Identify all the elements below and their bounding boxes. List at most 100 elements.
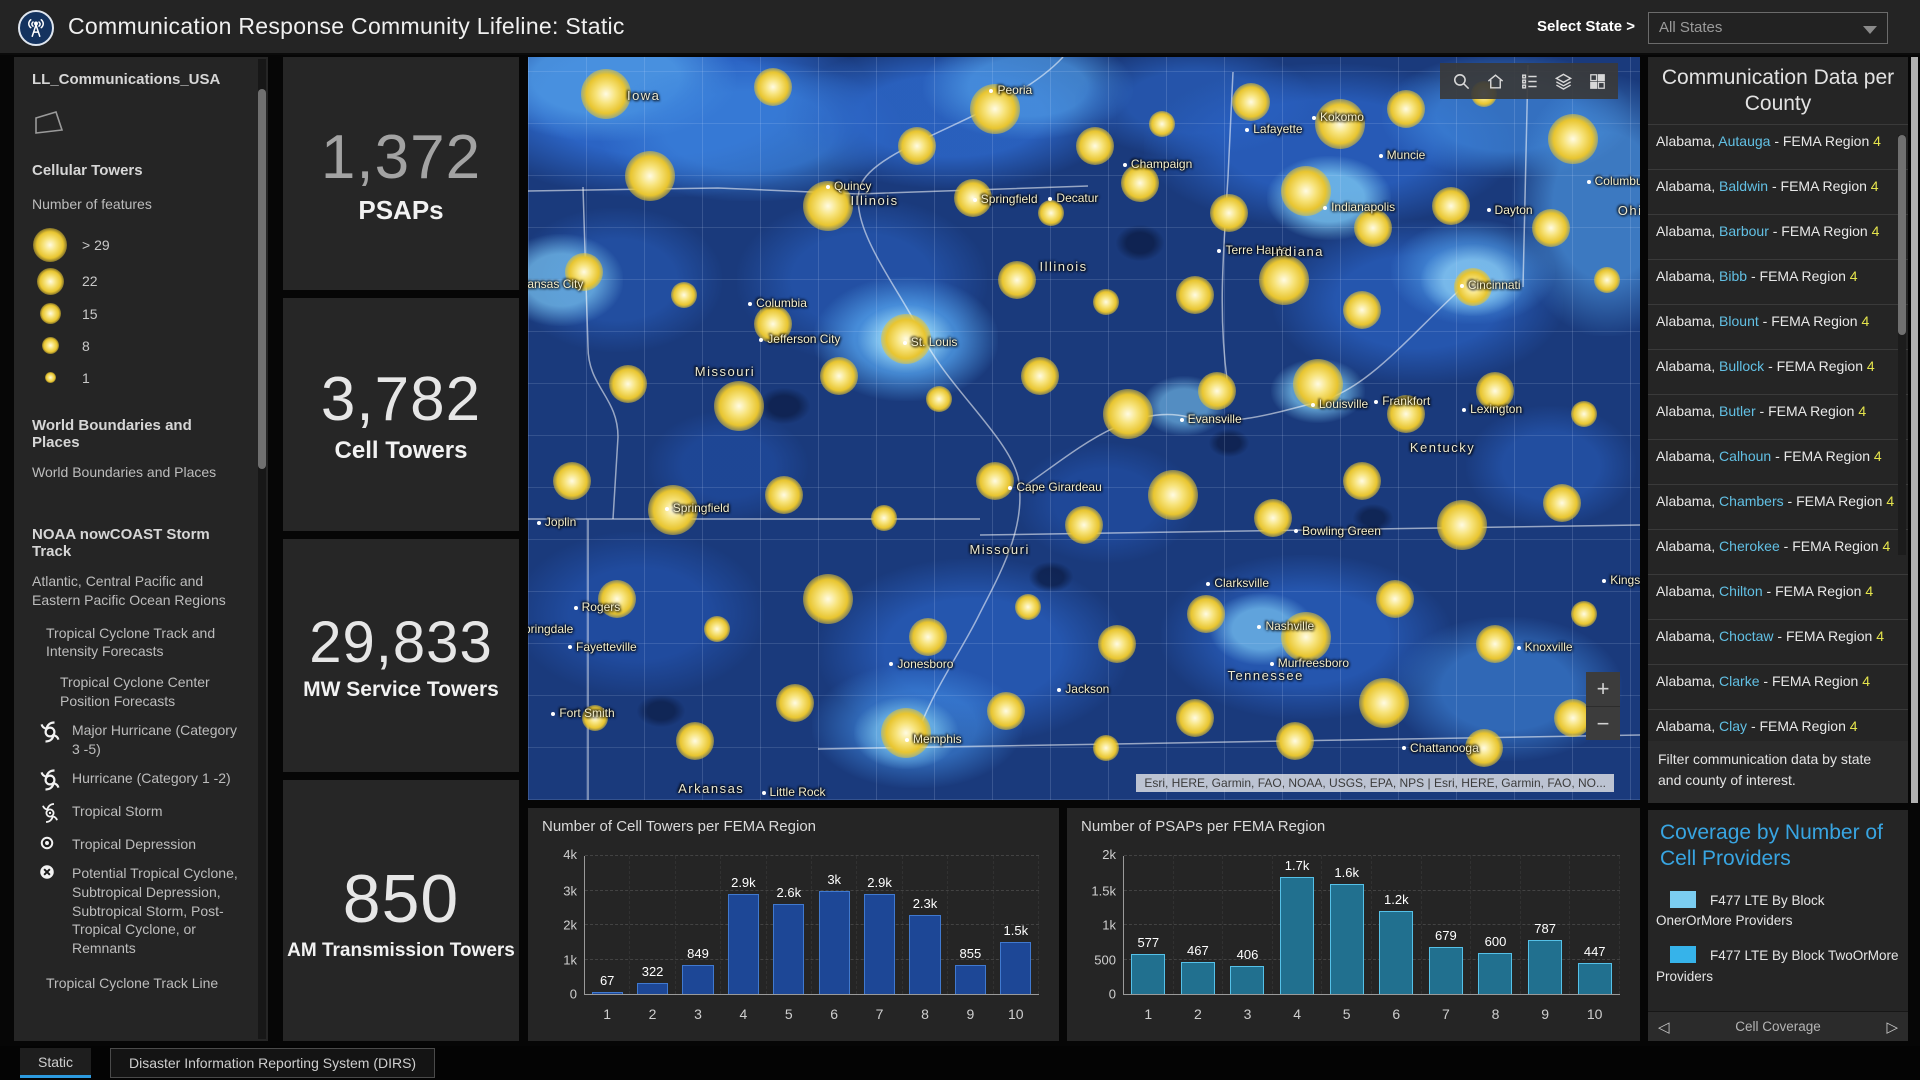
county-name: Chilton — [1719, 582, 1763, 599]
bar[interactable] — [1577, 963, 1612, 994]
bar-slot: 787 9 — [1521, 856, 1571, 1022]
city-label: Champaign — [1122, 157, 1192, 171]
county-name: Cherokee — [1719, 537, 1780, 554]
home-icon[interactable] — [1480, 66, 1510, 96]
bar[interactable] — [1528, 939, 1563, 994]
city-label: Indianapolis — [1323, 200, 1395, 214]
bar-value-label: 2.9k — [867, 874, 892, 890]
bar-value-label: 67 — [599, 972, 615, 988]
bar[interactable] — [591, 991, 623, 994]
legend-icon[interactable] — [1514, 66, 1544, 96]
county-list-panel: Communication Data per County Alabama, A… — [1648, 57, 1908, 803]
x-axis-tick-label: 2 — [1193, 1006, 1202, 1022]
fema-region-number: 4 — [1858, 402, 1867, 419]
tab-dirs[interactable]: Disaster Information Reporting System (D… — [110, 1048, 436, 1078]
city-dot — [904, 738, 909, 743]
size-class-row: 22 — [32, 267, 242, 295]
bar[interactable] — [1428, 947, 1463, 994]
county-row[interactable]: Alabama, Choctaw - FEMA Region 4 — [1648, 618, 1908, 664]
county-row[interactable]: Alabama, Bibb - FEMA Region 4 — [1648, 258, 1908, 304]
bar[interactable] — [727, 893, 759, 994]
county-scrollbar[interactable] — [1898, 135, 1906, 555]
county-row[interactable]: Alabama, Clarke - FEMA Region 4 — [1648, 663, 1908, 709]
bar[interactable] — [637, 982, 669, 994]
chart-title: Number of PSAPs per FEMA Region — [1081, 818, 1326, 835]
prev-arrow-icon[interactable]: ◁ — [1658, 1018, 1670, 1036]
psaps-chart: Number of PSAPs per FEMA Region 0 500 1k 1.… — [1067, 808, 1640, 1041]
bar-slot: 3k 6 — [812, 856, 858, 1022]
state-dropdown[interactable]: All States — [1648, 12, 1888, 44]
layer-title: LL_Communications_USA — [32, 71, 221, 88]
county-row[interactable]: Alabama, Chambers - FEMA Region 4 — [1648, 483, 1908, 529]
county-name: Barbour — [1719, 222, 1769, 239]
size-class-label: 1 — [82, 369, 90, 386]
zoom-out-button[interactable]: − — [1586, 706, 1620, 740]
city-label: Clarksville — [1206, 576, 1269, 590]
zoom-in-button[interactable]: + — [1596, 676, 1610, 701]
city-dot — [826, 184, 831, 189]
bar[interactable] — [773, 904, 805, 994]
basemap-icon[interactable] — [1582, 66, 1612, 96]
city-label: Nashville — [1257, 619, 1314, 633]
layers-icon[interactable] — [1548, 66, 1578, 96]
county-row[interactable]: Alabama, Baldwin - FEMA Region 4 — [1648, 168, 1908, 214]
county-row[interactable]: Alabama, Blount - FEMA Region 4 — [1648, 303, 1908, 349]
bar[interactable] — [1329, 883, 1364, 994]
state-label: Tennessee — [1227, 668, 1304, 684]
county-row[interactable]: Alabama, Calhoun - FEMA Region 4 — [1648, 438, 1908, 484]
city-dot — [972, 198, 977, 203]
noaa-legend-label: Major Hurricane (Category 3 -5) — [72, 722, 237, 758]
city-label: Jefferson City — [759, 332, 840, 346]
next-arrow-icon[interactable]: ▷ — [1886, 1018, 1898, 1036]
sidebar-scrollbar-thumb[interactable] — [258, 89, 266, 469]
county-name: Butler — [1719, 402, 1756, 419]
city-label: Springdale — [528, 622, 573, 636]
bar[interactable] — [1180, 961, 1215, 994]
x-axis-tick-label: 6 — [1392, 1006, 1401, 1022]
search-icon[interactable] — [1446, 66, 1476, 96]
county-row[interactable]: Alabama, Autauga - FEMA Region 4 — [1648, 123, 1908, 169]
bar[interactable] — [1280, 876, 1315, 994]
bar[interactable] — [909, 914, 941, 994]
city-label: Cape Girardeau — [1008, 480, 1102, 494]
city-label: Jonesboro — [889, 657, 953, 671]
kpi-card: 29,833 MW Service Towers — [283, 539, 519, 772]
county-row[interactable]: Alabama, Butler - FEMA Region 4 — [1648, 393, 1908, 439]
county-fema-text: - FEMA Region — [1755, 402, 1859, 419]
city-dot — [1402, 746, 1407, 751]
state-label: Missouri — [969, 542, 1030, 558]
county-name: Bullock — [1719, 357, 1765, 374]
coverage-legend: F477 LTE By Block OnerOrMore Providers F4… — [1648, 890, 1908, 989]
county-row[interactable]: Alabama, Clay - FEMA Region 4 — [1648, 708, 1908, 754]
bar[interactable] — [1131, 954, 1166, 994]
bar[interactable] — [818, 890, 850, 994]
state-boundaries — [528, 57, 1640, 800]
county-panel-title: Communication Data per County — [1661, 66, 1895, 116]
county-row[interactable]: Alabama, Chilton - FEMA Region 4 — [1648, 573, 1908, 619]
kpi-card: 1,372 PSAPs — [283, 57, 519, 290]
bar-slot: 67 1 — [585, 856, 631, 1022]
size-class-label: 15 — [82, 305, 98, 322]
bar[interactable] — [1478, 952, 1513, 994]
county-row[interactable]: Alabama, Barbour - FEMA Region 4 — [1648, 213, 1908, 259]
bar[interactable] — [1230, 966, 1265, 994]
county-scrollbar-thumb[interactable] — [1898, 135, 1906, 335]
tab-static[interactable]: Static — [20, 1048, 92, 1078]
county-fema-text: - FEMA Region — [1773, 627, 1877, 644]
page-scrollbar[interactable] — [1911, 57, 1918, 803]
bar[interactable] — [1000, 942, 1032, 994]
bar-slot: 2.9k 7 — [857, 856, 903, 1022]
bar[interactable] — [1379, 911, 1414, 994]
chevron-down-icon — [1863, 26, 1877, 34]
county-row[interactable]: Alabama, Cherokee - FEMA Region 4 — [1648, 528, 1908, 574]
bar[interactable] — [864, 893, 896, 994]
map[interactable]: Iowa Peoria Lafayette Kokomo Muncie Champaign… — [528, 57, 1640, 800]
bar-value-label: 577 — [1137, 935, 1160, 951]
bar[interactable] — [954, 964, 986, 994]
county-row[interactable]: Alabama, Bullock - FEMA Region 4 — [1648, 348, 1908, 394]
sidebar-scrollbar[interactable] — [258, 59, 266, 1039]
x-axis-tick-label: 4 — [739, 1006, 748, 1022]
bar[interactable] — [682, 964, 714, 994]
x-axis-tick-label: 1 — [603, 1006, 612, 1022]
bar-value-label: 2.6k — [776, 885, 802, 901]
